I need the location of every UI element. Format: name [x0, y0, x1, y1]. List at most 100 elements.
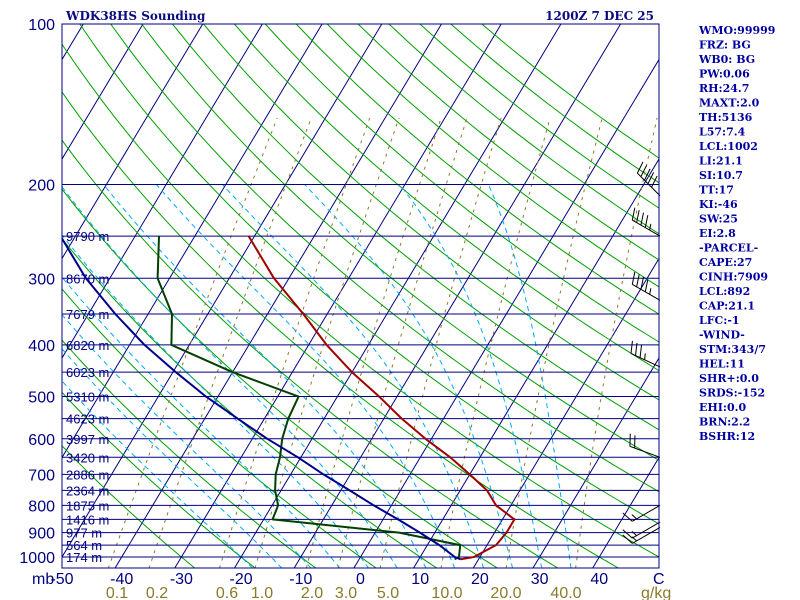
- index-entry: BRN:2.2: [699, 416, 750, 429]
- wind-barb-staff: [632, 521, 661, 539]
- plot-frame: [61, 23, 660, 569]
- wind-barb-half-feather: [649, 288, 652, 295]
- isotherm-lines: [62, 24, 659, 568]
- temperature-tick-label: 40: [590, 571, 608, 588]
- isotherm-line: [233, 24, 562, 568]
- height-label: 1875 m: [66, 498, 109, 513]
- dry-adiabat-line: [295, 24, 659, 315]
- index-entry: PW:0.06: [699, 68, 750, 81]
- index-entry: SHR+:0.0: [699, 372, 759, 385]
- height-label: 2364 m: [66, 483, 109, 498]
- wind-barb-feather: [639, 345, 643, 358]
- height-label: 5310 m: [66, 390, 109, 405]
- isotherm-line: [62, 24, 263, 359]
- isotherm-line: [353, 58, 659, 568]
- wind-barb-feather: [651, 175, 658, 188]
- dry-adiabat-line: [141, 24, 659, 461]
- height-label: 4623 m: [66, 412, 109, 427]
- temperature-tick-label: 20: [471, 571, 489, 588]
- wind-barb-feather: [622, 512, 633, 522]
- wind-barb-half-feather: [644, 353, 646, 360]
- index-entry: WMO:99999: [698, 24, 775, 37]
- moist-adiabat-line: [62, 313, 312, 568]
- temperature-axis-labels: -50 -40 -30 -20 -10 0 10 20 30 40: [50, 571, 608, 588]
- moist-adiabat-line: [155, 184, 456, 568]
- pressure-label: 300: [28, 271, 55, 288]
- mixing-ratio-label: 20.0: [490, 585, 521, 600]
- index-entry: LFC:-1: [699, 314, 740, 327]
- moist-adiabat-line: [62, 348, 283, 568]
- wind-barb-feather: [640, 276, 644, 290]
- height-label: 1416 m: [66, 512, 109, 527]
- temperature-tick-label: 10: [411, 571, 429, 588]
- temperature-tick-label: 0: [356, 571, 365, 588]
- pressure-label: 900: [28, 526, 55, 543]
- dry-adiabat-line: [234, 24, 659, 372]
- wind-barb-feather: [640, 212, 644, 226]
- index-entry: LCL:1002: [699, 140, 758, 153]
- temperature-tick-label: -50: [50, 571, 73, 588]
- dry-adiabat-line: [62, 339, 317, 568]
- index-entry: WB0: BG: [698, 53, 755, 66]
- index-entry: TH:5136: [699, 111, 753, 124]
- moist-adiabat-line: [304, 184, 514, 568]
- temperature-tick-label: 30: [531, 571, 549, 588]
- height-label: 9790 m: [66, 229, 109, 244]
- mixing-ratio-label: 0.2: [146, 585, 168, 600]
- height-label: 6023 m: [66, 365, 109, 380]
- wind-barb-staff: [629, 445, 661, 458]
- temperature-tick-label: -10: [289, 571, 312, 588]
- wind-barb-staff: [632, 283, 661, 301]
- mixing-ratio-label: 3.0: [335, 585, 357, 600]
- height-label: 3997 m: [66, 432, 109, 447]
- dry-adiabat-line: [62, 91, 620, 568]
- index-entry: BSHR:12: [699, 430, 755, 443]
- mixing-ratio-label: 40.0: [550, 585, 581, 600]
- height-label: 7679 m: [66, 307, 109, 322]
- pressure-label: 100: [28, 17, 55, 34]
- wind-barbs: [622, 161, 661, 544]
- index-entry: CINH:7909: [699, 271, 768, 284]
- index-entry: L57:7.4: [699, 126, 746, 139]
- trace-temperature: [247, 235, 516, 561]
- moist-adiabat-line: [62, 380, 254, 568]
- height-label: 977 m: [66, 526, 102, 541]
- index-entry: KI:-46: [699, 198, 738, 211]
- index-entry: CAPE:27: [699, 256, 752, 269]
- trace-parcel: [62, 236, 461, 561]
- isotherm-line: [62, 24, 323, 459]
- isotherm-line: [592, 456, 659, 568]
- pressure-label: 500: [28, 390, 55, 407]
- wind-barb-feather: [622, 529, 633, 539]
- dry-adiabat-line: [203, 24, 659, 401]
- temperature-tick-label: -40: [110, 571, 133, 588]
- dry-adiabat-line: [62, 139, 559, 568]
- height-label: 564 m: [66, 538, 102, 553]
- index-entry: FRZ: BG: [699, 39, 751, 52]
- dry-adiabat-line: [357, 24, 659, 261]
- mixing-ratio-labels: 0.1 0.2 0.6 1.0 2.0 3.0 5.0 10.0 20.0 40.0: [106, 585, 582, 600]
- wind-barb-feather: [644, 215, 649, 228]
- index-entry: SW:25: [699, 213, 738, 226]
- pressure-label: 400: [28, 338, 55, 355]
- pressure-axis-labels: 100 200 300 400 500 600 700 800 900 1000: [19, 17, 55, 567]
- isotherm-line: [62, 24, 204, 260]
- dry-adiabat-line: [62, 445, 196, 568]
- pressure-label: 1000: [19, 550, 55, 567]
- dry-adiabat-line: [79, 24, 659, 525]
- dry-adiabat-line: [62, 391, 256, 568]
- dry-adiabat-line: [264, 24, 659, 343]
- pressure-label: 600: [28, 432, 55, 449]
- chart-title: WDK38HS Sounding: [65, 9, 206, 23]
- index-entry: TT:17: [699, 184, 734, 197]
- isotherm-line: [114, 24, 442, 568]
- mixing-ratio-unit-label: g/kg: [641, 585, 671, 600]
- wind-barb-feather: [631, 207, 636, 221]
- height-label: 2886 m: [66, 467, 109, 482]
- height-label: 174 m: [66, 550, 102, 565]
- wind-barb-feather: [643, 168, 651, 181]
- mixing-ratio-label: 5.0: [377, 585, 399, 600]
- index-entry: EHI:0.0: [699, 401, 746, 414]
- moist-adiabat-line: [221, 184, 485, 568]
- moist-adiabat-line: [62, 276, 341, 568]
